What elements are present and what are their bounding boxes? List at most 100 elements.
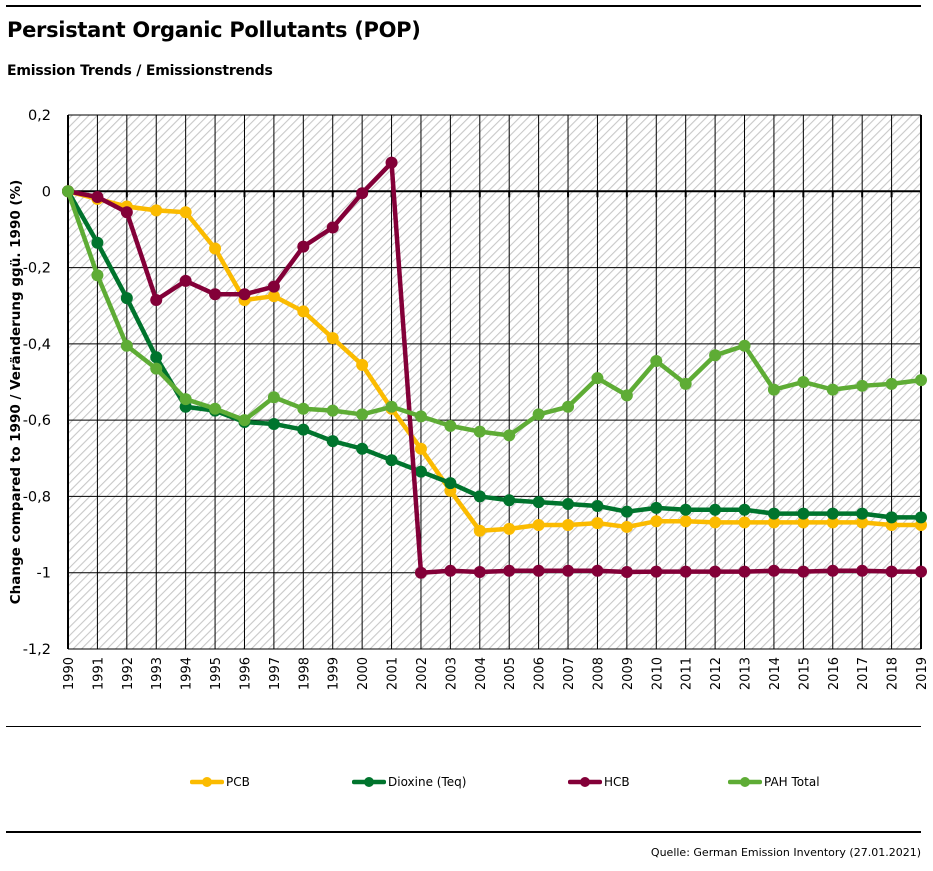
data-point xyxy=(326,404,339,417)
line-chart: 0,2 0 -0,2 -0,4 -0,6 -0,8 -1 -1,2 1990 1991 1992 1… xyxy=(8,108,930,690)
data-point xyxy=(885,565,898,578)
data-point xyxy=(356,408,369,421)
data-point xyxy=(650,515,663,528)
x-tick-label: 2004 xyxy=(474,657,489,690)
data-point xyxy=(620,505,633,518)
x-tick-label: 2000 xyxy=(356,657,371,690)
data-point xyxy=(532,519,545,532)
data-point xyxy=(562,400,575,413)
legend-swatch-marker xyxy=(202,777,212,787)
legend-item: Dioxine (Teq) xyxy=(352,773,466,791)
data-point xyxy=(709,516,722,529)
data-point xyxy=(738,565,751,578)
data-point xyxy=(356,187,369,200)
data-point xyxy=(620,389,633,402)
data-point xyxy=(915,374,927,387)
data-point xyxy=(209,242,222,255)
data-point xyxy=(679,377,692,390)
data-point xyxy=(297,423,310,436)
bottom-rule xyxy=(6,831,921,833)
data-point xyxy=(767,564,780,577)
data-point xyxy=(120,339,133,352)
data-point xyxy=(414,410,427,423)
data-point xyxy=(738,503,751,516)
data-point xyxy=(120,206,133,219)
y-tick-label: -0,8 xyxy=(23,489,51,505)
x-tick-label: 1992 xyxy=(121,657,136,690)
x-tick-label: 1991 xyxy=(91,657,106,690)
data-point xyxy=(767,383,780,396)
data-point xyxy=(885,377,898,390)
data-point xyxy=(709,349,722,362)
x-tick-label: 2015 xyxy=(797,657,812,690)
data-point xyxy=(856,516,869,529)
data-point xyxy=(385,400,398,413)
data-point xyxy=(532,408,545,421)
legend-item: PAH Total xyxy=(728,773,820,791)
chart-legend: PCB Dioxine (Teq) HCB PAH Total xyxy=(0,773,933,791)
data-point xyxy=(267,391,280,404)
data-point xyxy=(62,185,74,198)
legend-label: Dioxine (Teq) xyxy=(388,775,467,789)
data-point xyxy=(797,565,810,578)
data-point xyxy=(738,339,751,352)
x-tick-label: 2003 xyxy=(444,657,459,690)
legend-swatch-marker xyxy=(580,777,590,787)
data-point xyxy=(385,454,398,467)
series-pah-total xyxy=(62,185,927,442)
legend-swatch xyxy=(568,777,602,787)
data-point xyxy=(620,565,633,578)
data-point xyxy=(885,511,898,524)
x-tick-label: 2012 xyxy=(709,657,724,690)
chart-subtitle: Emission Trends / Emissionstrends xyxy=(7,63,273,79)
y-tick-label: 0,2 xyxy=(28,108,51,124)
data-point xyxy=(856,379,869,392)
data-point xyxy=(767,516,780,529)
legend-item: HCB xyxy=(568,773,630,791)
chart-title: Persistant Organic Pollutants (POP) xyxy=(7,18,421,42)
x-tick-label: 2016 xyxy=(827,657,842,690)
data-point xyxy=(503,429,516,442)
x-tick-label: 2013 xyxy=(739,657,754,690)
legend-label: PAH Total xyxy=(764,775,820,789)
x-tick-label: 2006 xyxy=(533,657,548,690)
data-point xyxy=(826,507,839,520)
data-point xyxy=(679,515,692,528)
y-tick-label: 0 xyxy=(42,184,51,200)
legend-swatch-marker xyxy=(364,777,374,787)
y-tick-label: -0,4 xyxy=(23,337,51,353)
series-pcb xyxy=(62,185,927,537)
x-tick-label: 2010 xyxy=(650,657,665,690)
x-tick-label: 1998 xyxy=(297,657,312,690)
data-point xyxy=(209,402,222,415)
data-point xyxy=(267,417,280,430)
data-point xyxy=(238,288,251,301)
data-point xyxy=(826,383,839,396)
data-point xyxy=(91,236,104,249)
data-point xyxy=(326,221,339,234)
data-point xyxy=(591,499,604,512)
x-tick-label: 2018 xyxy=(886,657,901,690)
legend-swatch xyxy=(728,777,762,787)
x-tick-label: 2008 xyxy=(591,657,606,690)
data-point xyxy=(503,564,516,577)
data-point xyxy=(797,516,810,529)
data-point xyxy=(797,376,810,388)
legend-label: PCB xyxy=(226,775,250,789)
x-tick-label: 2005 xyxy=(503,657,518,690)
data-point xyxy=(91,191,104,204)
y-axis-label: Change compared to 1990 / Veränderung gg… xyxy=(8,180,24,605)
data-point xyxy=(473,490,486,503)
data-point xyxy=(179,206,192,219)
data-point xyxy=(120,292,133,305)
data-point xyxy=(473,425,486,438)
data-point xyxy=(503,494,516,507)
x-tick-label: 2014 xyxy=(768,657,783,690)
x-tick-label: 1997 xyxy=(268,657,283,690)
y-tick-label: -0,6 xyxy=(23,413,51,429)
data-point xyxy=(650,355,663,368)
data-point xyxy=(503,522,516,535)
data-point xyxy=(767,507,780,520)
data-point xyxy=(444,419,457,432)
data-point xyxy=(91,269,104,282)
